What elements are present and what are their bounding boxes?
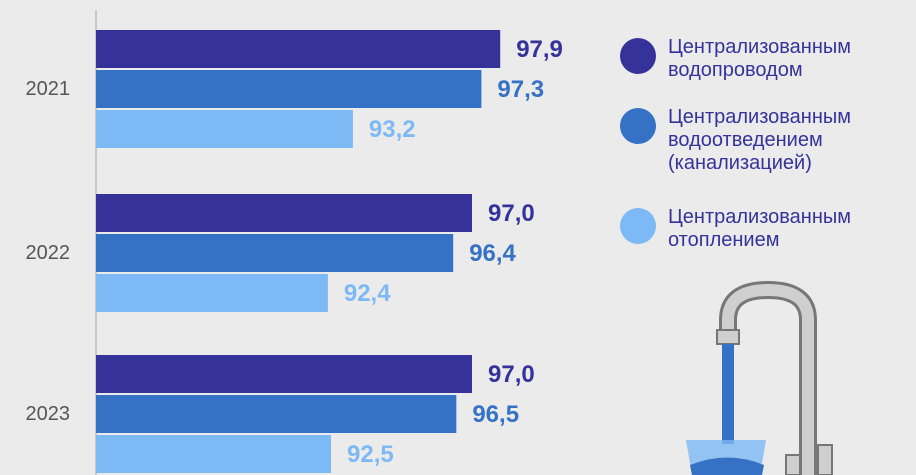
value-label: 92,5 — [347, 441, 394, 468]
value-label: 92,4 — [344, 280, 391, 307]
value-label: 96,5 — [472, 401, 519, 428]
legend-label: Централизованным отоплением — [668, 206, 913, 252]
bar — [96, 234, 453, 272]
category-label: 2022 — [26, 242, 71, 264]
value-label: 96,4 — [469, 240, 516, 267]
bar — [96, 70, 481, 108]
legend-marker — [620, 38, 656, 74]
category-label: 2023 — [26, 403, 71, 425]
bar — [96, 395, 456, 433]
value-label: 93,2 — [369, 116, 416, 143]
bar — [96, 435, 331, 473]
legend-label: Централизованным водоотведением (канализ… — [668, 106, 913, 175]
faucet-illustration — [686, 290, 832, 475]
bar — [96, 355, 472, 393]
bar — [96, 274, 328, 312]
legend-marker — [620, 208, 656, 244]
value-label: 97,3 — [497, 76, 544, 103]
value-label: 97,0 — [488, 361, 535, 388]
page: 2021 97,9 97,3 93,2 2022 97,0 96,4 92,4 2023 97,0… — [0, 0, 916, 475]
legend-label: Централизованным водопроводом — [668, 36, 913, 82]
bar — [96, 194, 472, 232]
category-label: 2021 — [26, 78, 71, 100]
value-label: 97,0 — [488, 200, 535, 227]
bar — [96, 30, 500, 68]
bar — [96, 110, 353, 148]
value-label: 97,9 — [516, 36, 563, 63]
legend-marker — [620, 108, 656, 144]
